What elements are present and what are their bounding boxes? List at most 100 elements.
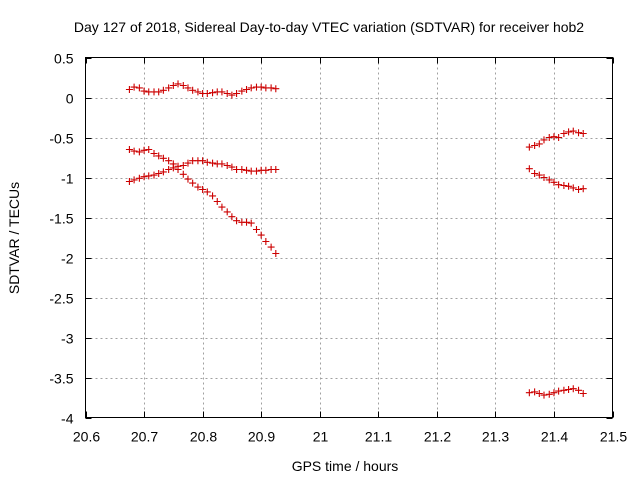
data-point-marker xyxy=(179,82,187,89)
data-point-marker xyxy=(194,183,202,191)
data-point-marker xyxy=(272,85,280,93)
data-point-marker xyxy=(267,84,275,92)
data-point-marker xyxy=(169,164,177,172)
y-tick-label: -3.5 xyxy=(49,371,73,387)
data-point-marker xyxy=(243,86,251,93)
data-point-marker xyxy=(209,159,217,167)
data-point-marker xyxy=(145,172,153,180)
data-point-marker xyxy=(218,160,226,168)
data-point-marker xyxy=(540,391,548,399)
data-point-marker xyxy=(140,87,148,95)
data-point-marker xyxy=(531,170,539,177)
data-point-marker xyxy=(165,84,173,92)
data-point-marker xyxy=(272,166,280,173)
data-points xyxy=(125,80,587,399)
data-point-marker xyxy=(203,90,211,97)
data-point-marker xyxy=(213,198,221,205)
x-tick-label: 20.9 xyxy=(248,429,275,445)
data-point-marker xyxy=(174,80,182,88)
data-point-marker xyxy=(262,238,270,245)
data-point-marker xyxy=(257,83,265,91)
data-point-marker xyxy=(165,166,173,173)
data-point-marker xyxy=(252,167,260,175)
data-point-marker xyxy=(525,143,533,151)
data-point-marker xyxy=(575,386,583,394)
data-point-marker xyxy=(243,166,251,174)
data-point-marker xyxy=(169,82,177,89)
data-point-marker xyxy=(247,84,255,92)
data-point-marker xyxy=(247,219,255,227)
data-point-marker xyxy=(550,389,558,397)
data-point-marker xyxy=(540,136,548,144)
data-point-marker xyxy=(267,243,275,251)
data-point-marker xyxy=(155,170,163,177)
data-point-marker xyxy=(575,186,583,193)
series-track-a xyxy=(125,80,280,99)
data-point-marker xyxy=(565,128,573,136)
data-point-marker xyxy=(555,134,563,141)
data-point-marker xyxy=(130,147,138,155)
axis-ticks xyxy=(85,57,614,419)
data-point-marker xyxy=(203,158,211,166)
data-point-marker xyxy=(545,390,553,398)
data-point-marker xyxy=(560,386,568,394)
data-point-marker xyxy=(560,182,568,189)
data-point-marker xyxy=(233,217,241,225)
x-tick-label: 21.2 xyxy=(424,429,451,445)
data-point-marker xyxy=(135,174,143,182)
series-track-b xyxy=(125,146,280,175)
data-point-marker xyxy=(223,162,231,169)
chart-title: Day 127 of 2018, Sidereal Day-to-day VTE… xyxy=(74,19,584,35)
y-tick-label: -2 xyxy=(61,251,74,267)
data-point-marker xyxy=(252,226,260,233)
data-point-marker xyxy=(575,129,583,137)
data-point-marker xyxy=(228,163,236,171)
data-point-marker xyxy=(531,142,539,149)
data-point-marker xyxy=(540,174,548,181)
series-track-d xyxy=(525,127,587,151)
data-point-marker xyxy=(535,140,543,148)
data-point-marker xyxy=(150,150,158,157)
data-point-marker xyxy=(243,218,251,226)
data-point-marker xyxy=(223,208,231,216)
data-point-marker xyxy=(579,185,587,193)
data-point-marker xyxy=(238,166,246,173)
x-tick-label: 21.4 xyxy=(541,429,568,445)
x-tick-label: 20.6 xyxy=(73,429,100,445)
data-point-marker xyxy=(145,146,153,153)
x-tick-labels: 20.6 20.7 20.8 20.9 21 21.1 21.2 21.3 21.4 21.5 xyxy=(73,429,627,445)
data-point-marker xyxy=(184,175,192,183)
data-point-marker xyxy=(130,83,138,91)
data-point-marker xyxy=(209,192,217,200)
y-tick-labels: 0.5 0 -0.5 -1 -1.5 -2 -2.5 -3 -3.5 -4 xyxy=(49,51,73,427)
y-tick-label: 0.5 xyxy=(54,51,74,67)
data-point-marker xyxy=(238,87,246,95)
y-tick-label: -2.5 xyxy=(49,291,73,307)
x-tick-label: 20.8 xyxy=(190,429,217,445)
data-point-marker xyxy=(565,386,573,393)
data-point-marker xyxy=(130,176,138,184)
data-point-marker xyxy=(569,184,577,192)
data-point-marker xyxy=(233,90,241,97)
data-point-marker xyxy=(569,385,577,393)
data-point-marker xyxy=(189,179,197,187)
data-point-marker xyxy=(579,130,587,137)
data-point-marker xyxy=(535,171,543,179)
data-point-marker xyxy=(223,90,231,97)
data-point-marker xyxy=(209,89,217,97)
data-point-marker xyxy=(569,127,577,135)
x-tick-label: 21.1 xyxy=(365,429,392,445)
y-tick-label: -3 xyxy=(61,331,74,347)
data-point-marker xyxy=(125,86,133,93)
x-axis-label: GPS time / hours xyxy=(292,458,399,474)
series-track-f xyxy=(525,385,587,399)
data-point-marker xyxy=(555,387,563,395)
data-point-marker xyxy=(228,91,236,99)
x-tick-label: 21 xyxy=(313,429,329,445)
data-point-marker xyxy=(140,173,148,181)
data-point-marker xyxy=(189,86,197,94)
grid-lines xyxy=(85,57,613,418)
series-track-c xyxy=(125,164,280,257)
data-point-marker xyxy=(545,134,553,141)
y-axis-label: SDTVAR / TECUs xyxy=(6,182,22,294)
